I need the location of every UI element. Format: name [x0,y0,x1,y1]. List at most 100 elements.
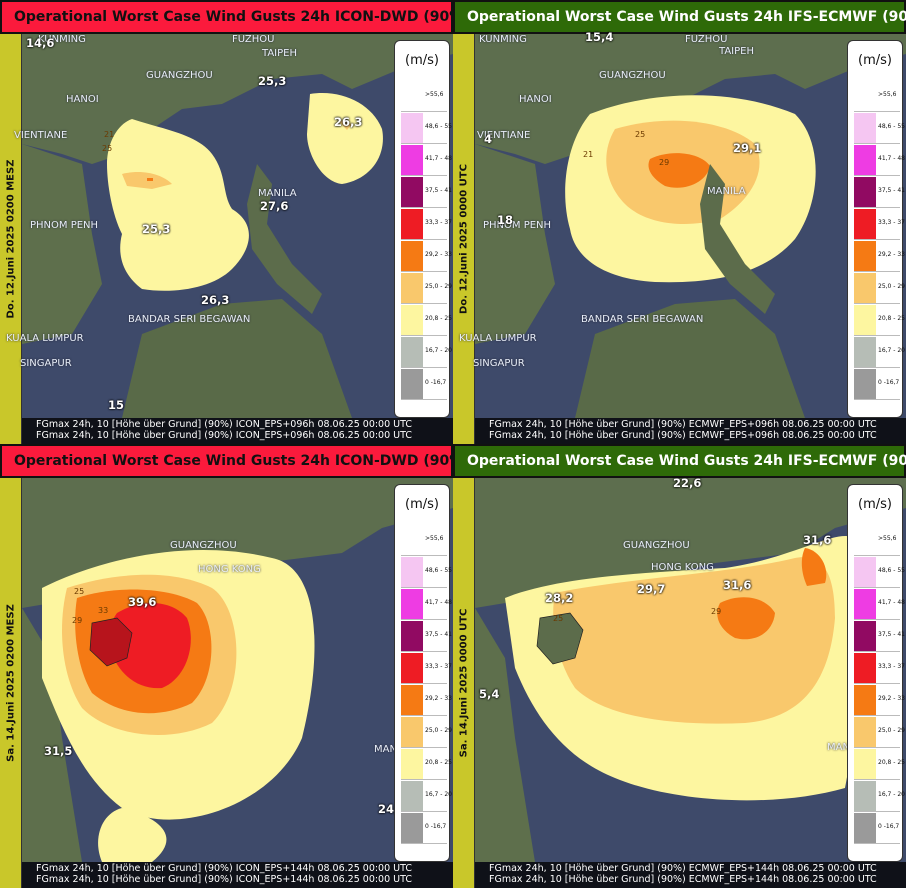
legend-label: 16,7 - 20 [425,791,452,798]
legend-unit: (m/s) [405,53,439,68]
legend-label: 16,7 - 20 [425,347,452,354]
legend-entry: 25,0 - 29 [401,717,452,748]
footer-line: FGmax 24h, 10 [Höhe über Grund] (90%) IC… [36,430,413,441]
city-label: MAN [374,744,397,755]
legend-label: 25,0 - 29 [878,283,905,290]
footer: FGmax 24h, 10 [Höhe über Grund] (90%) IC… [22,862,453,888]
legend-label: 41,7 - 48 [878,155,905,162]
legend-swatch [854,145,876,175]
legend-entry: 16,7 - 20 [854,337,905,368]
legend-label: 37,5 - 41 [425,631,452,638]
value-label: 14,6 [26,36,55,50]
legend-swatch [854,781,876,811]
legend-swatch [401,209,423,239]
city-label: GUANGZHOU [599,70,666,81]
legend-label: 48,6 - 55 [425,567,452,574]
legend-label: >55,6 [425,91,444,98]
legend-label: 20,8 - 25 [425,315,452,322]
legend-label: 16,7 - 20 [878,791,905,798]
legend-label: >55,6 [425,535,444,542]
contour-label: 21 [583,150,594,159]
legend-label: 37,5 - 41 [878,631,905,638]
contour-label: 33 [98,606,109,615]
map-panel-ifs-day1: Operational Worst Case Wind Gusts 24h IF… [453,0,906,444]
legend-label: 37,5 - 41 [425,187,452,194]
legend-swatch [401,145,423,175]
date-strip: Sa. 14.Juni 2025 0000 UTC [453,478,475,888]
panel-title: Operational Worst Case Wind Gusts 24h IF… [453,0,906,34]
legend-entry: 33,3 - 37 [854,653,905,684]
legend-label: 37,5 - 41 [878,187,905,194]
legend-swatch [401,589,423,619]
color-legend: (m/s) >55,6 48,6 - 55 41,7 - 48 37,5 - 41 33… [394,484,452,862]
footer: FGmax 24h, 10 [Höhe über Grund] (90%) EC… [475,862,906,888]
legend-label: 0 -16,7 [425,823,447,830]
legend-entry: 0 -16,7 [854,813,900,844]
legend-swatch [401,81,423,111]
legend-entry: 29,2 - 33 [401,685,452,716]
legend-entry: 20,8 - 25 [854,305,905,336]
value-label: 25,3 [142,222,171,236]
legend-entry: 41,7 - 48 [854,145,905,176]
map-canvas[interactable] [22,478,453,862]
legend-entry: 0 -16,7 [854,369,900,400]
date-label: Sa. 14.Juni 2025 0000 UTC [458,608,469,758]
legend-swatch [854,209,876,239]
legend-label: 20,8 - 25 [425,759,452,766]
value-label: 22,6 [673,476,702,490]
city-label: GUANGZHOU [146,70,213,81]
map-panel-ifs-day3: Operational Worst Case Wind Gusts 24h IF… [453,444,906,888]
panel-title: Operational Worst Case Wind Gusts 24h IC… [0,0,453,34]
legend-entry: 33,3 - 37 [401,653,452,684]
contour-label: 25 [553,614,564,623]
color-legend: (m/s) >55,6 48,6 - 55 41,7 - 48 37,5 - 41 33… [847,40,905,418]
value-label: 31,6 [803,533,832,547]
city-label: SINGAPUR [473,358,525,369]
legend-swatch [401,337,423,367]
contour-label: 29 [72,616,83,625]
legend-label: 33,3 - 37 [425,663,452,670]
city-label: TAIPEH [719,46,754,57]
legend-entry: 37,5 - 41 [854,621,905,652]
footer-line: FGmax 24h, 10 [Höhe über Grund] (90%) IC… [36,874,413,885]
map-canvas[interactable] [475,34,906,418]
legend-entry: 16,7 - 20 [401,781,452,812]
legend-entry: 41,7 - 48 [401,589,452,620]
legend-entry: 48,6 - 55 [854,557,905,588]
value-label: 5,4 [479,687,500,701]
contour-label: 29 [711,607,722,616]
legend-swatch [401,685,423,715]
legend-entry: >55,6 [854,81,900,112]
contour-label: 21 [104,130,115,139]
legend-swatch [854,621,876,651]
city-label: MANILA [258,188,297,199]
legend-swatch [401,241,423,271]
legend-label: 25,0 - 29 [878,727,905,734]
legend-entry: 37,5 - 41 [401,621,452,652]
value-label: 31,6 [723,578,752,592]
contour-label: 25 [635,130,646,139]
legend-entry: 33,3 - 37 [401,209,452,240]
value-label: 28,2 [545,591,574,605]
legend-swatch [401,557,423,587]
legend-swatch [401,113,423,143]
color-legend: (m/s) >55,6 48,6 - 55 41,7 - 48 37,5 - 41 33… [394,40,452,418]
legend-label: 41,7 - 48 [878,599,905,606]
legend-swatch [854,337,876,367]
city-label: KUALA LUMPUR [6,333,84,344]
footer: FGmax 24h, 10 [Höhe über Grund] (90%) EC… [475,418,906,444]
city-label: FUZHOU [232,34,275,45]
legend-label: >55,6 [878,91,897,98]
legend-swatch [854,273,876,303]
legend-entry: 48,6 - 55 [854,113,905,144]
legend-entry: 20,8 - 25 [401,749,452,780]
map-canvas[interactable] [22,34,453,418]
map-canvas[interactable] [475,478,906,862]
legend-entry: 16,7 - 20 [854,781,905,812]
legend-label: 25,0 - 29 [425,283,452,290]
city-label: VIENTIANE [14,130,68,141]
legend-swatch [401,525,423,555]
legend-entry: >55,6 [401,81,447,112]
legend-swatch [401,717,423,747]
legend-swatch [854,589,876,619]
